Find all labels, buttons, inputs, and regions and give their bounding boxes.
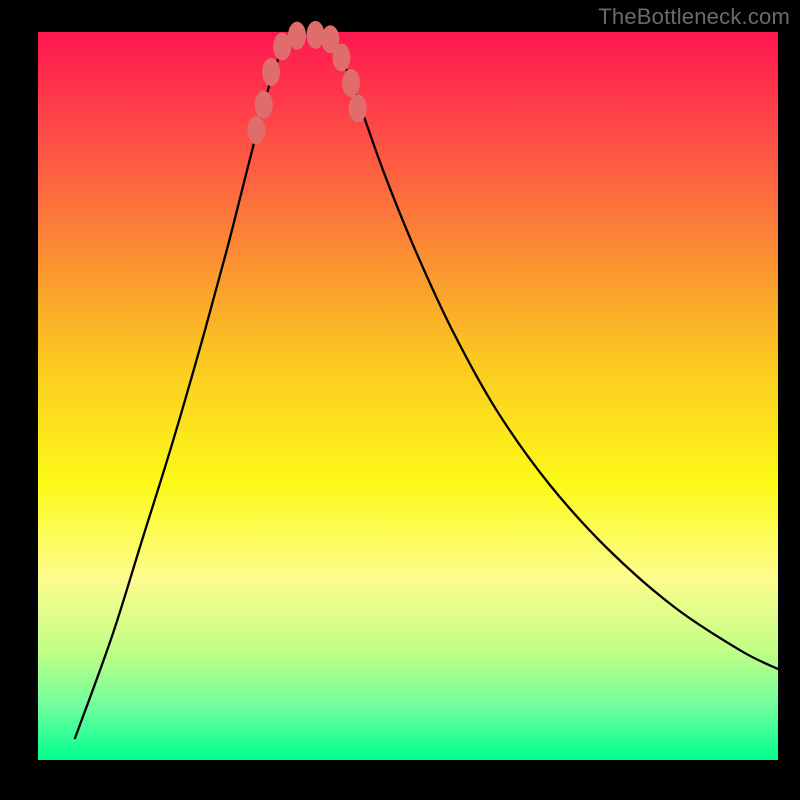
v-curve xyxy=(75,33,778,738)
curve-layer xyxy=(75,33,778,738)
curve-marker xyxy=(342,69,360,97)
chart-overlay-svg xyxy=(0,0,800,800)
curve-marker xyxy=(288,22,306,50)
curve-marker xyxy=(262,58,280,86)
curve-marker xyxy=(332,43,350,71)
curve-marker xyxy=(247,116,265,144)
curve-marker xyxy=(349,94,367,122)
marker-layer xyxy=(247,21,366,144)
curve-marker xyxy=(255,91,273,119)
watermark-text: TheBottleneck.com xyxy=(598,4,790,30)
